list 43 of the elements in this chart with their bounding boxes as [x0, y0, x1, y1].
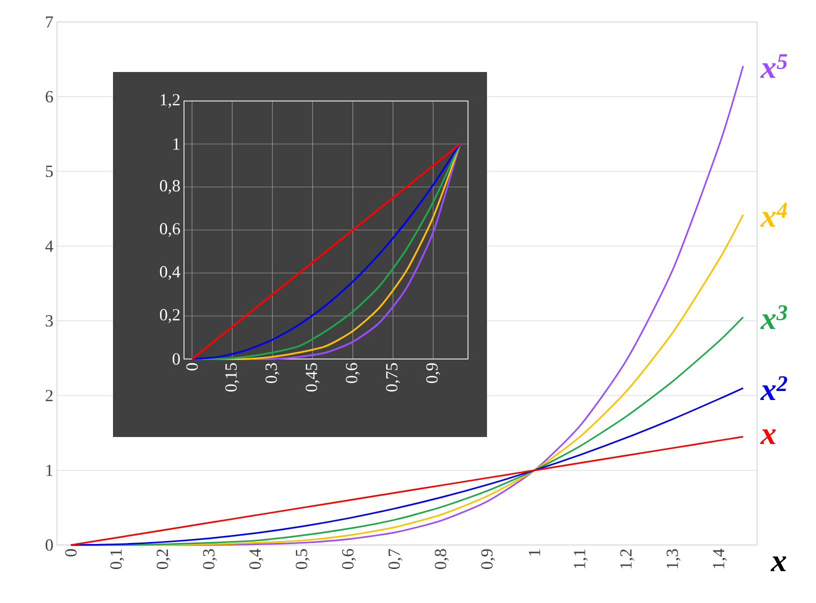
- y-tick-label: 2: [46, 390, 53, 402]
- x-tick-label: 0: [65, 549, 77, 556]
- y-tick-label: 5: [46, 166, 53, 178]
- y-tick-label: 0: [172, 353, 180, 365]
- y-tick-label: 0,8: [160, 180, 180, 194]
- x-tick-label: 0,9: [426, 363, 440, 384]
- x-tick-label: 1,4: [713, 548, 727, 568]
- series-label: x$^{2}$: [760, 376, 788, 400]
- x-tick-label: 0,15: [225, 363, 240, 392]
- x-tick-label: 0,75: [386, 363, 400, 392]
- x-tick-label: 0,6: [346, 363, 360, 384]
- y-tick-label: 4: [45, 240, 54, 252]
- x-tick-label: 0,45: [306, 363, 320, 392]
- x-tick-label: 1,1: [574, 550, 588, 568]
- y-tick-label: 3: [46, 315, 53, 327]
- x-tick-label: 1,2: [620, 549, 634, 568]
- x-tick-label: 0,6: [342, 549, 356, 570]
- line-series: [191, 143, 461, 360]
- x-tick-label: 0: [186, 363, 198, 370]
- y-tick-label: 1: [46, 464, 52, 476]
- y-tick-label: 0,2: [160, 309, 180, 323]
- series-label: x$^{5}$: [760, 54, 788, 78]
- x-tick-label: 0,3: [203, 549, 217, 570]
- x-tick-label: 0,8: [434, 549, 449, 570]
- x-tick-label: 0,5: [296, 549, 310, 570]
- y-tick-label: 1,2: [160, 94, 180, 108]
- series-label: x$^{4}$: [760, 202, 788, 227]
- x-tick-label: 1: [528, 550, 540, 556]
- y-tick-label: 0,4: [160, 266, 180, 280]
- x-tick-label: 0,4: [249, 548, 264, 570]
- series-label: x$^{3}$: [760, 305, 788, 330]
- line-series: [70, 436, 744, 546]
- x-axis-title: x: [770, 556, 786, 572]
- y-tick-label: 7: [46, 16, 53, 28]
- x-tick-label: 0,1: [110, 550, 124, 570]
- x-tick-label: 0,3: [265, 363, 280, 384]
- y-tick-label: 6: [46, 91, 53, 102]
- x-tick-label: 0,9: [481, 549, 496, 570]
- x-tick-label: 1,3: [666, 549, 680, 568]
- series-label: x: [760, 429, 776, 444]
- y-tick-label: 0,6: [160, 223, 180, 237]
- x-tick-label: 0,7: [388, 549, 402, 570]
- y-tick-label: 1: [174, 138, 180, 150]
